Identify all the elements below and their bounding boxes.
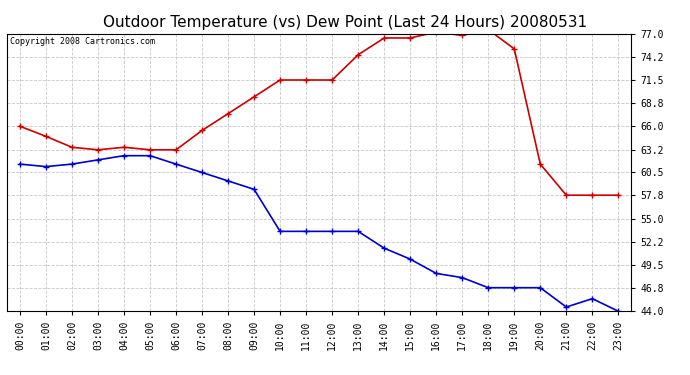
Text: Copyright 2008 Cartronics.com: Copyright 2008 Cartronics.com xyxy=(10,36,155,45)
Text: Outdoor Temperature (vs) Dew Point (Last 24 Hours) 20080531: Outdoor Temperature (vs) Dew Point (Last… xyxy=(103,15,587,30)
